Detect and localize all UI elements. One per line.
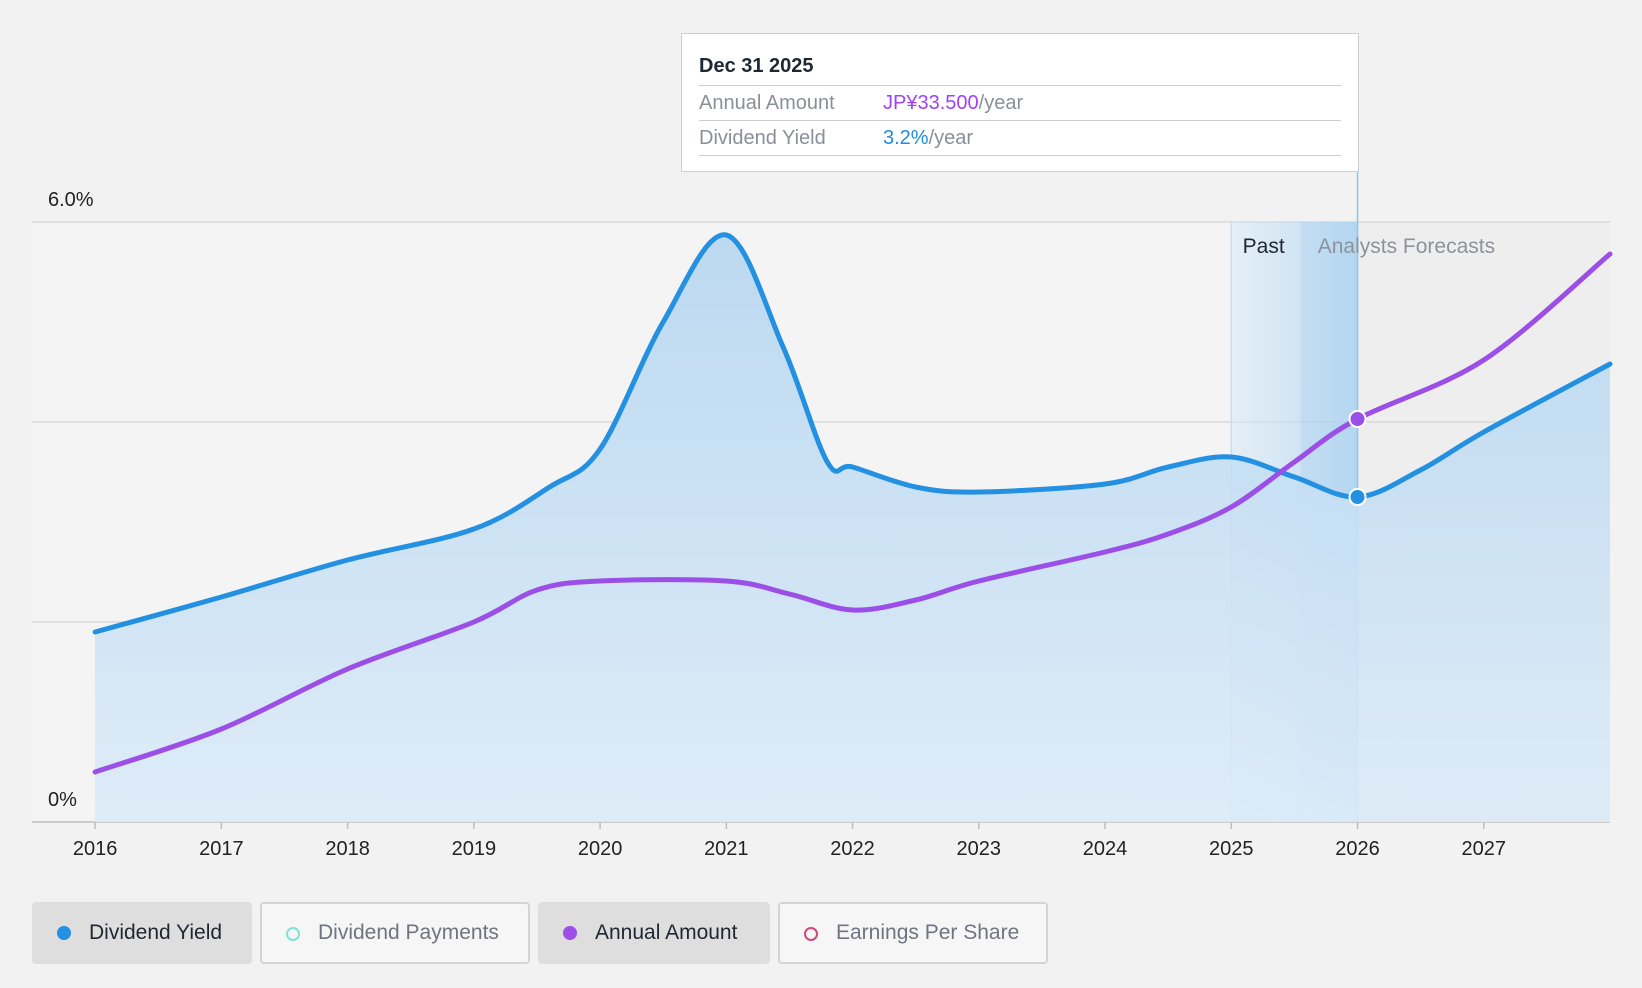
x-tick-label: 2021: [704, 838, 749, 860]
y-axis-label-bottom: 0%: [48, 789, 77, 811]
x-tick-label: 2022: [830, 838, 875, 860]
legend-label: Dividend Yield: [89, 921, 223, 944]
x-tick-label: 2017: [199, 838, 244, 860]
x-tick-label: 2023: [957, 838, 1002, 860]
dividend-yield-value: 3.2%: [883, 127, 929, 149]
earnings-per-share-dot-icon: [804, 927, 818, 941]
dividend-yield-line: [92, 232, 1613, 635]
legend-annual-amount-button[interactable]: Annual Amount: [538, 902, 770, 964]
tooltip-value: JP¥33.500/year: [883, 86, 1023, 120]
tooltip-label: Dividend Yield: [699, 127, 826, 149]
x-tick-label: 2018: [325, 838, 370, 860]
x-tick-label: 2025: [1209, 838, 1254, 860]
dividend-yield-marker: [1348, 488, 1367, 506]
annual-amount-line: [92, 251, 1613, 775]
tooltip-row-annual-amount: Annual Amount JP¥33.500/year: [699, 86, 1341, 121]
unit: /year: [928, 127, 974, 149]
legend-label: Dividend Payments: [318, 921, 499, 944]
unit: /year: [978, 92, 1024, 114]
tooltip-row-dividend-yield: Dividend Yield 3.2%/year: [699, 121, 1341, 156]
x-tick-label: 2024: [1083, 838, 1128, 860]
tooltip-label: Annual Amount: [699, 92, 835, 114]
annual-amount-dot-icon: [563, 926, 577, 940]
dividend-yield-area: [95, 234, 1611, 822]
legend-label: Earnings Per Share: [836, 921, 1020, 944]
x-tick-label: 2020: [578, 838, 623, 860]
dividend-yield-dot-icon: [57, 926, 71, 940]
tooltip: Dec 31 2025 Annual Amount JP¥33.500/year…: [681, 33, 1359, 172]
dividend-payments-dot-icon: [286, 927, 300, 941]
legend-earnings-per-share-button[interactable]: Earnings Per Share: [778, 902, 1048, 964]
forecast-region-label: Analysts Forecasts: [1318, 235, 1495, 258]
legend-dividend-yield-button[interactable]: Dividend Yield: [32, 902, 252, 964]
tooltip-date: Dec 31 2025: [699, 34, 1341, 86]
x-tick-label: 2019: [452, 838, 497, 860]
legend-label: Annual Amount: [595, 921, 738, 944]
x-tick-label: 2026: [1335, 838, 1380, 860]
tooltip-value: 3.2%/year: [883, 121, 973, 155]
x-tick-label: 2016: [73, 838, 118, 860]
annual-amount-marker: [1348, 410, 1367, 428]
y-axis-label-top: 6.0%: [48, 189, 94, 211]
past-region-label: Past: [1243, 235, 1285, 258]
legend-dividend-payments-button[interactable]: Dividend Payments: [260, 902, 530, 964]
x-tick-label: 2027: [1462, 838, 1507, 860]
annual-amount-value: JP¥33.500: [883, 92, 979, 114]
